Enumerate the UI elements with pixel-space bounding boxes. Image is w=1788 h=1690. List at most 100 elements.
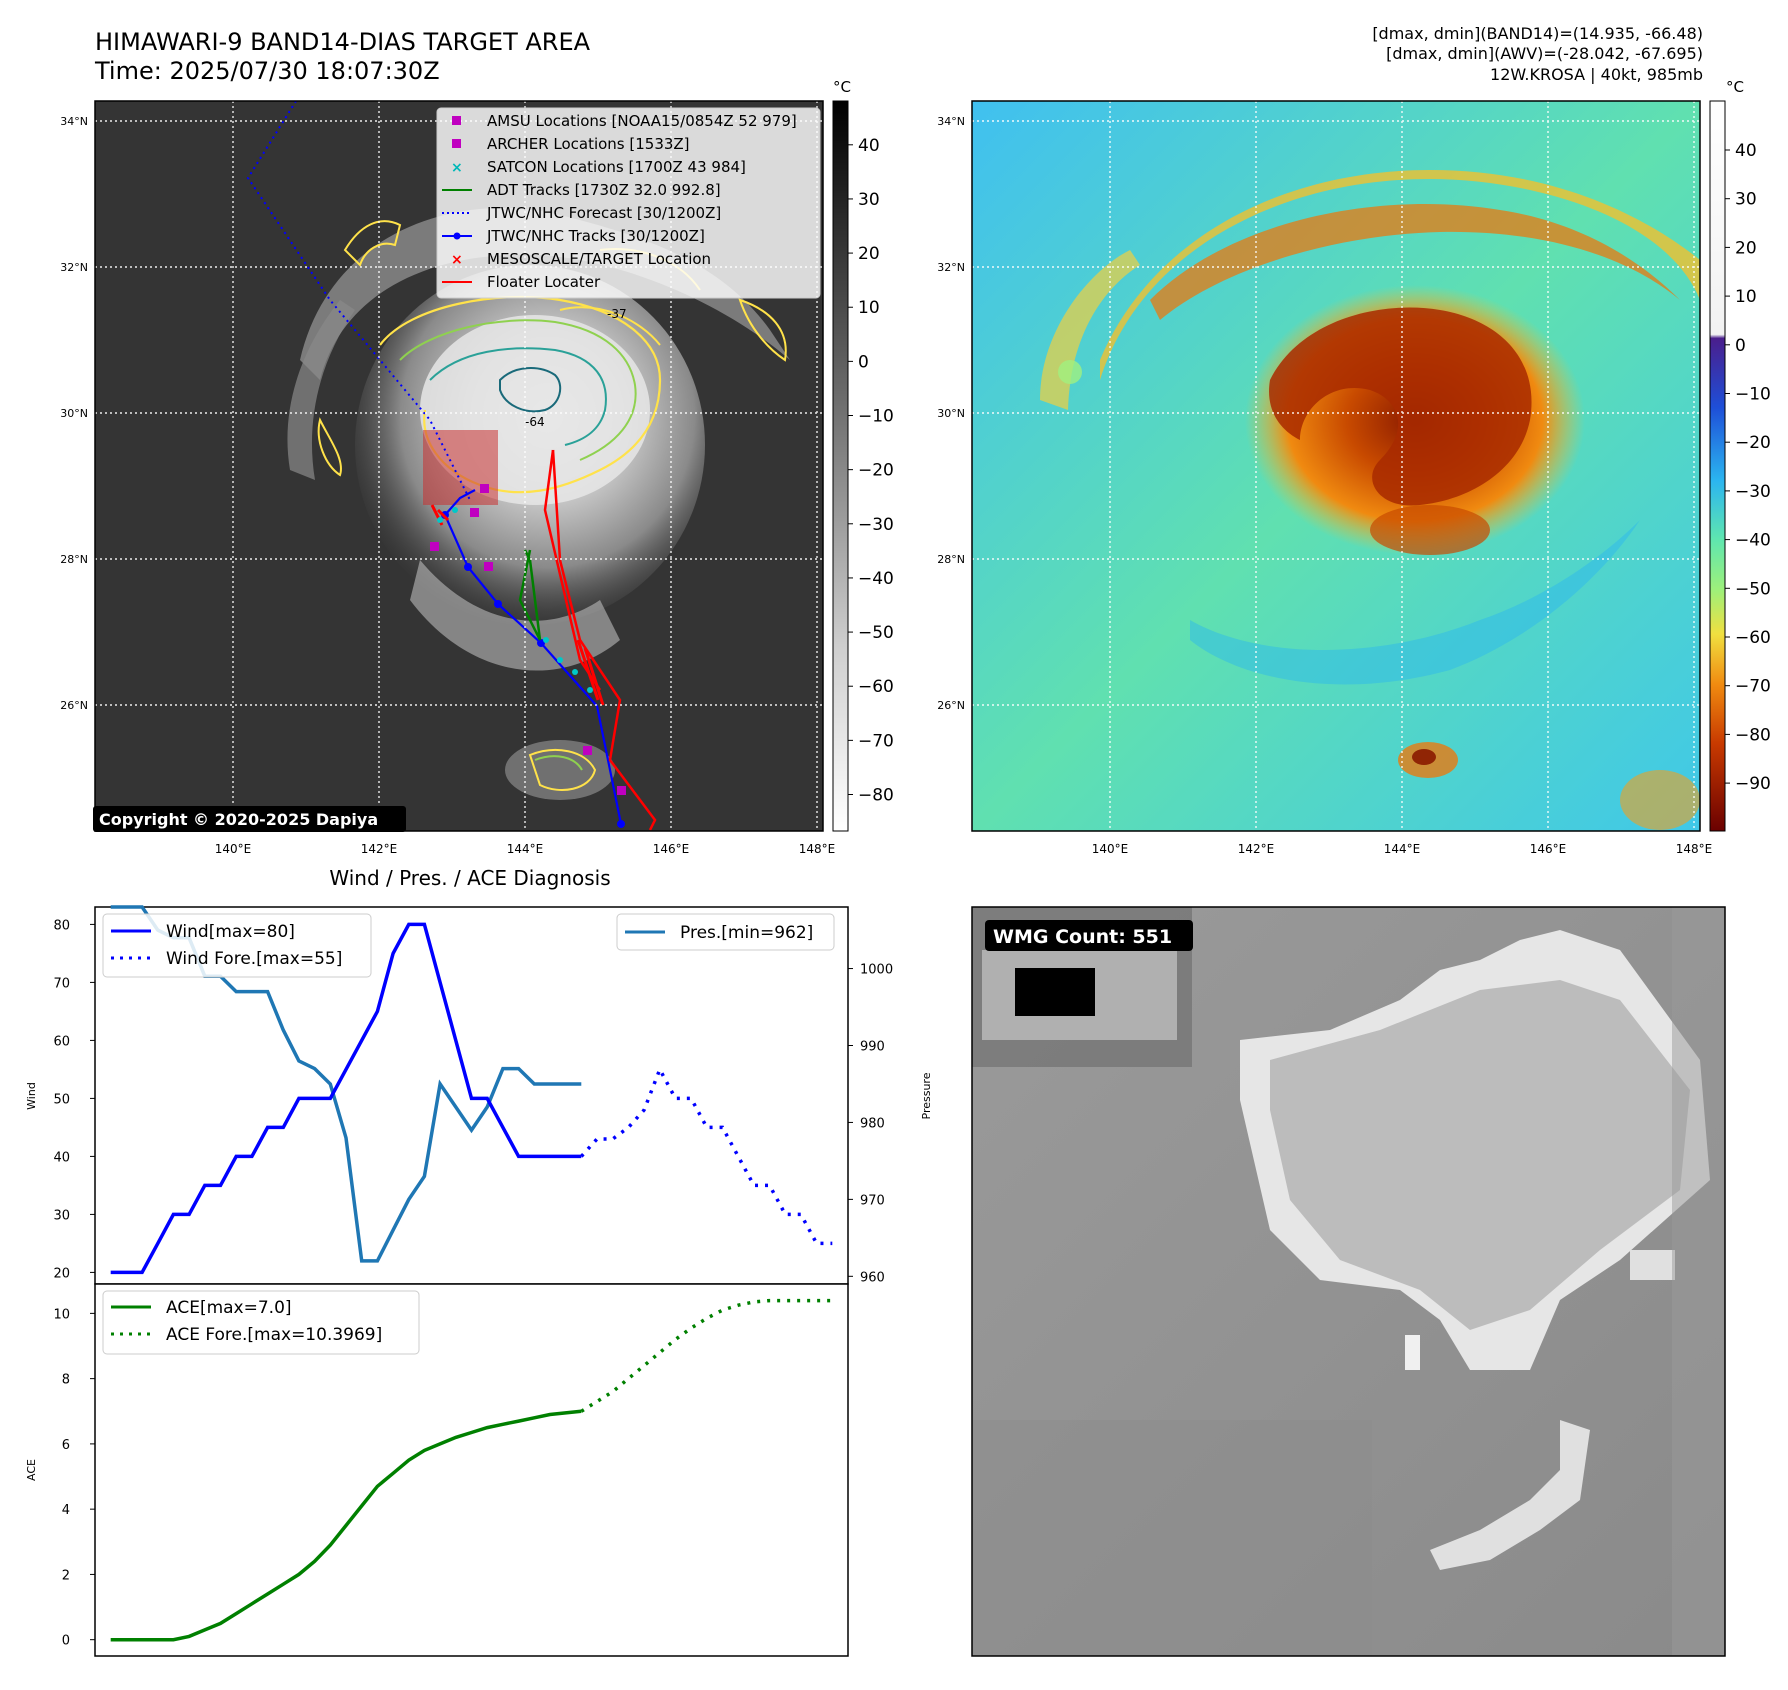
copyright-text: Copyright © 2020-2025 Dapiya [99, 810, 378, 829]
ace-legend: ACE[max=7.0] ACE Fore.[max=10.3969] [102, 1290, 420, 1355]
pressure-ylabel: Pressure [920, 1072, 933, 1119]
contour-label-37: -37 [607, 307, 627, 321]
colorbar-tick-label: 0 [858, 352, 869, 372]
legend-label-adt: ADT Tracks [1730Z 32.0 992.8] [487, 181, 721, 199]
colorbar-color: °C 40 30 20 10 0 −10 −20 −30 −40 −50 −60 −70 −80 −90 [1709, 78, 1771, 832]
legend-marker-satcon: × [451, 160, 463, 176]
ir-map-color-frame [971, 100, 1701, 832]
ace-ylabel: ACE [25, 1459, 38, 1481]
colorbar-tick-label: −90 [1735, 774, 1771, 794]
ace-ytick-label: 10 [53, 1307, 70, 1322]
colorbar-tick-label: −30 [858, 515, 894, 535]
diagnosis-title: Wind / Pres. / ACE Diagnosis [329, 866, 610, 890]
colorbar-tick-label: 10 [858, 298, 880, 318]
wmg-panel-frame [971, 906, 1726, 1657]
left-map-lat-labels: 34°N 32°N 30°N 28°N 26°N [60, 115, 88, 712]
legend-label-track: JTWC/NHC Tracks [30/1200Z] [486, 227, 705, 245]
colorbar-color-unit: °C [1726, 78, 1744, 96]
legend-label-floater: Floater Locater [487, 273, 601, 291]
colorbar-tick-label: −50 [1735, 579, 1771, 599]
ace-ytick-label: 4 [62, 1503, 70, 1518]
ir-map-frame [94, 100, 824, 832]
legend-marker-target: × [451, 252, 463, 268]
ace-ytick-label: 8 [62, 1373, 70, 1388]
lat-label: 30°N [60, 407, 88, 420]
ir-map-color [972, 101, 1700, 831]
colorbar-tick-label: 30 [1735, 190, 1757, 210]
info-awv: [dmax, dmin](AWV)=(-28.042, -67.695) [1386, 44, 1703, 63]
colorbar-tick-label: 10 [1735, 287, 1757, 307]
wind-ytick-label: 20 [53, 1266, 70, 1281]
legend-label-target: MESOSCALE/TARGET Location [487, 250, 711, 268]
lat-label: 26°N [60, 699, 88, 712]
left-map-lon-labels: 140°E 142°E 144°E 146°E 148°E [215, 842, 836, 856]
colorbar-tick-label: −20 [858, 461, 894, 481]
right-map-lon-labels: 140°E 142°E 144°E 146°E 148°E [1092, 842, 1713, 856]
legend-label-amsu: AMSU Locations [NOAA15/0854Z 52 979] [487, 112, 797, 130]
colorbar-tick-label: 20 [1735, 238, 1757, 258]
colorbar-tick-label: −10 [1735, 385, 1771, 405]
figure-time: Time: 2025/07/30 18:07:30Z [94, 57, 440, 85]
colorbar-tick-label: 40 [1735, 141, 1757, 161]
colorbar-tick-label: −70 [858, 731, 894, 751]
wind-ytick-label: 80 [53, 918, 70, 933]
colorbar-tick-label: −40 [1735, 531, 1771, 551]
colorbar-tick-label: −60 [858, 677, 894, 697]
colorbar-tick-label: −30 [1735, 482, 1771, 502]
map-legend: AMSU Locations [NOAA15/0854Z 52 979] ARC… [436, 107, 821, 299]
legend-label-archer: ARCHER Locations [1533Z] [487, 135, 690, 153]
colorbar-tick-label: 20 [858, 244, 880, 264]
wind-legend: Wind[max=80] Wind Fore.[max=55] Pres.[mi… [102, 913, 835, 978]
lat-label: 28°N [60, 553, 88, 566]
lon-label: 148°E [799, 842, 836, 856]
figure-title: HIMAWARI-9 BAND14-DIAS TARGET AREA [95, 28, 591, 56]
legend-pres: Pres.[min=962] [680, 923, 813, 943]
lat-label: 26°N [937, 699, 965, 712]
legend-label-satcon: SATCON Locations [1700Z 43 984] [487, 158, 746, 176]
legend-ace: ACE[max=7.0] [166, 1298, 292, 1318]
colorbar-tick-label: −10 [858, 407, 894, 427]
lon-label: 146°E [1530, 842, 1567, 856]
colorbar-tick-label: −20 [1735, 433, 1771, 453]
ace-forecast-line [580, 1298, 833, 1413]
wmg-count-label: WMG Count: 551 [993, 926, 1172, 948]
lat-label: 32°N [60, 261, 88, 274]
wind-ytick-label: 50 [53, 1092, 70, 1107]
lat-label: 28°N [937, 553, 965, 566]
legend-wind-fore: Wind Fore.[max=55] [166, 949, 342, 969]
lat-label: 30°N [937, 407, 965, 420]
lat-label: 34°N [937, 115, 965, 128]
wmg-dark-cluster [1015, 968, 1095, 1016]
colorbar-tick-label: 30 [858, 190, 880, 210]
pressure-ytick-label: 970 [860, 1193, 885, 1208]
ace-ytick-label: 0 [62, 1634, 70, 1649]
colorbar-tick-label: −80 [858, 786, 894, 806]
legend-label-forecast: JTWC/NHC Forecast [30/1200Z] [486, 204, 721, 222]
ace-ytick-label: 2 [62, 1568, 70, 1583]
lon-label: 146°E [653, 842, 690, 856]
floater-track [551, 449, 657, 831]
right-map-lat-labels: 34°N 32°N 30°N 28°N 26°N [937, 115, 965, 712]
wind-ytick-label: 30 [53, 1208, 70, 1223]
info-storm: 12W.KROSA | 40kt, 985mb [1490, 65, 1703, 84]
ace-yticks: 10 8 6 4 2 0 [53, 1307, 95, 1649]
colorbar-tick-label: −40 [858, 569, 894, 589]
lat-label: 32°N [937, 261, 965, 274]
wmg-panel [972, 907, 1725, 1656]
colorbar-tick-label: −70 [1735, 677, 1771, 697]
contour-label-64: -64 [525, 415, 545, 429]
lon-label: 142°E [361, 842, 398, 856]
info-band14: [dmax, dmin](BAND14)=(14.935, -66.48) [1372, 24, 1703, 43]
colorbar-tick-label: −60 [1735, 628, 1771, 648]
ace-ytick-label: 6 [62, 1438, 70, 1453]
lat-label: 34°N [60, 115, 88, 128]
lon-label: 140°E [1092, 842, 1129, 856]
wind-yticks: 80 70 60 50 40 30 20 [53, 918, 95, 1281]
lon-label: 144°E [507, 842, 544, 856]
legend-marker-archer [452, 139, 461, 148]
colorbar-tick-label: −50 [858, 623, 894, 643]
copyright-badge [93, 806, 406, 832]
wind-forecast-line [580, 1065, 833, 1246]
colorbar-tick-label: 40 [858, 136, 880, 156]
